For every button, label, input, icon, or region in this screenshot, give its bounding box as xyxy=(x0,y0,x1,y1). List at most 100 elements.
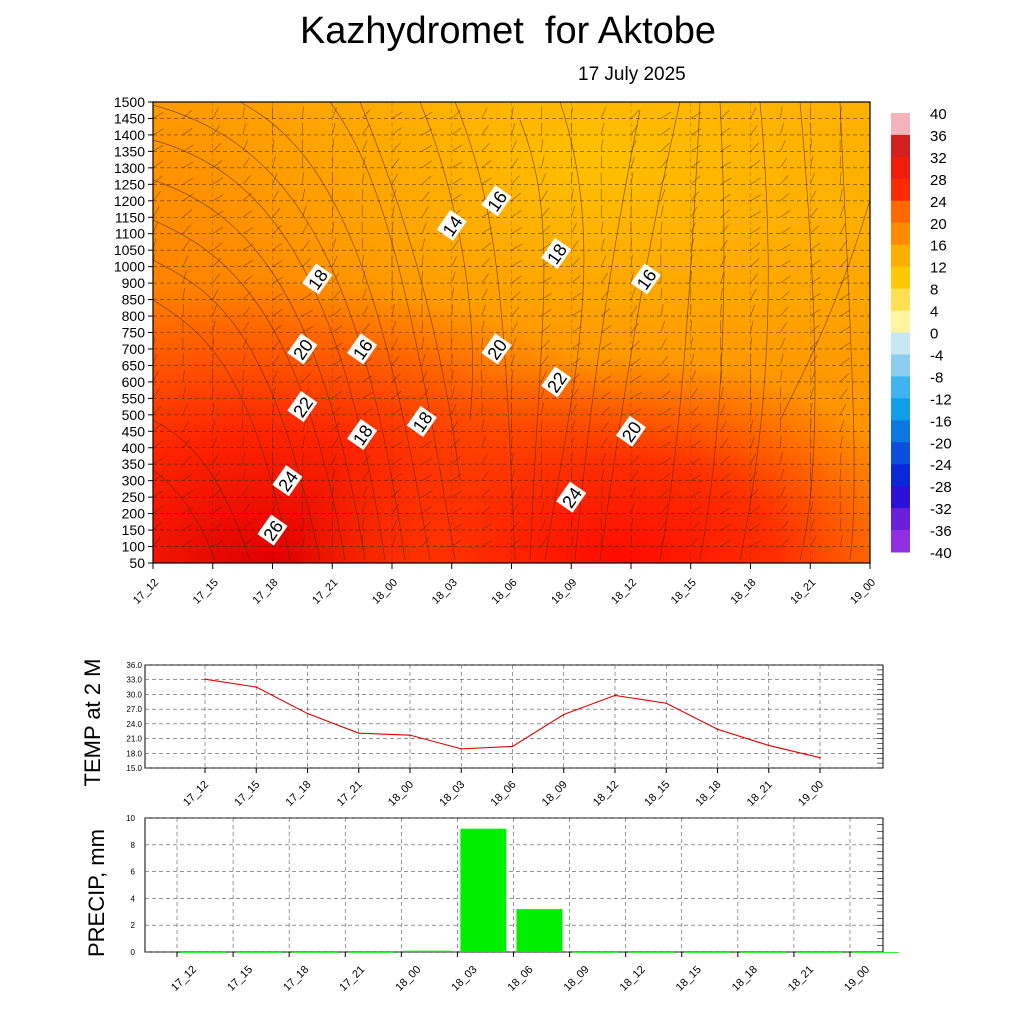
wind-barb xyxy=(750,107,757,119)
wind-barb xyxy=(421,320,423,333)
contour-line xyxy=(153,179,366,561)
wind-barb xyxy=(660,127,671,136)
contour-label-bg xyxy=(406,405,437,437)
wind-barb xyxy=(481,488,491,498)
colorbar-segment xyxy=(891,266,910,290)
wind-barb xyxy=(451,386,455,399)
wind-barb xyxy=(660,373,670,383)
wind-barb xyxy=(421,191,430,201)
wind-barb xyxy=(660,189,666,201)
wind-barb xyxy=(511,521,520,531)
wind-barb xyxy=(600,290,610,300)
wind-barb xyxy=(481,320,485,333)
wind-barb xyxy=(630,470,638,481)
y-tick-label: 450 xyxy=(122,423,146,439)
wind-barb xyxy=(839,326,851,333)
contour-line xyxy=(779,199,870,421)
wind-barb xyxy=(750,160,761,169)
wind-barb xyxy=(750,304,755,317)
wind-barb xyxy=(242,322,249,333)
wind-barb xyxy=(839,106,842,119)
colorbar-segment xyxy=(891,442,910,465)
wind-barb xyxy=(302,452,304,465)
wind-barb xyxy=(780,322,787,333)
wind-barb xyxy=(600,359,612,366)
x-tick-label: 18_15 xyxy=(669,577,699,607)
wind-barb xyxy=(600,391,612,399)
wind-barb xyxy=(541,190,548,201)
wind-barb xyxy=(809,139,812,152)
wind-barb xyxy=(361,124,370,136)
colorbar-label: -20 xyxy=(930,435,952,452)
x-tick-label-group: 18_18 xyxy=(729,577,759,607)
wind-barb xyxy=(242,192,252,202)
wind-barb xyxy=(600,485,603,498)
wind-barb xyxy=(690,353,695,366)
wind-barb xyxy=(242,306,251,317)
colorbar-label: 4 xyxy=(930,304,938,321)
temp-x-tick-label: 18_18 xyxy=(694,779,724,809)
wind-barb xyxy=(451,438,460,448)
wind-barb xyxy=(660,142,670,152)
wind-barb xyxy=(481,273,490,284)
wind-barb xyxy=(331,123,336,136)
wind-barb xyxy=(541,324,551,333)
wind-barb xyxy=(511,538,521,547)
colorbar-segment xyxy=(891,178,910,202)
temp-point xyxy=(716,728,719,731)
precip-x-label-group: 18_18 xyxy=(730,964,760,994)
wind-barb xyxy=(481,107,488,119)
wind-barb xyxy=(451,507,463,514)
wind-barb xyxy=(451,304,453,317)
wind-barb xyxy=(720,177,732,185)
page-title: Kazhydromet for Aktobe xyxy=(299,10,717,52)
temp-point xyxy=(614,694,616,697)
wind-barb xyxy=(720,438,729,448)
wind-barb xyxy=(481,436,486,448)
wind-barb xyxy=(809,485,812,498)
wind-barb xyxy=(182,240,190,251)
y-tick-label: 1300 xyxy=(114,160,145,176)
wind-barb xyxy=(451,193,462,202)
wind-barb xyxy=(182,144,194,152)
wind-barb xyxy=(780,260,791,267)
wind-barb xyxy=(481,523,492,531)
contour-line xyxy=(153,419,251,561)
temp-point xyxy=(819,756,821,759)
wind-barb xyxy=(720,403,726,415)
temp-x-label-group: 17_15 xyxy=(232,779,262,809)
y-tick-label: 150 xyxy=(122,522,146,538)
precip-bar xyxy=(404,950,451,952)
wind-barb xyxy=(421,521,431,531)
wind-barb xyxy=(660,221,663,234)
wind-barb xyxy=(421,537,430,547)
x-tick-label-group: 19_00 xyxy=(848,577,878,607)
wind-barb xyxy=(630,109,640,119)
contour-line xyxy=(839,102,855,561)
contour-label-bg xyxy=(347,333,378,365)
wind-barb xyxy=(511,123,516,136)
wind-barb xyxy=(869,332,870,333)
precip-x-tick-label: 18_12 xyxy=(618,964,648,994)
contour-label-bg xyxy=(481,185,512,217)
colorbar-segment xyxy=(891,310,910,333)
wind-barb xyxy=(780,275,791,284)
temp-ylabel-group: TEMP at 2 M xyxy=(80,659,105,787)
wind-barb xyxy=(212,257,222,267)
wind-barb xyxy=(153,222,158,234)
wind-barb xyxy=(750,436,755,448)
wind-barb xyxy=(242,486,249,498)
precip-bar xyxy=(853,952,899,953)
wind-barb xyxy=(720,161,732,169)
temp-ylabel: TEMP at 2 M xyxy=(80,659,105,787)
precip-bar xyxy=(740,952,787,953)
precip-y-tick-label: 4 xyxy=(131,894,136,903)
wind-barb xyxy=(451,161,463,169)
temp-x-tick-label: 18_06 xyxy=(489,779,519,809)
wind-barb xyxy=(570,419,576,432)
colorbar-label: 24 xyxy=(930,194,947,211)
wind-barb xyxy=(511,192,521,202)
precip-y-tick-label: 2 xyxy=(131,921,136,930)
wind-barb xyxy=(153,128,164,136)
y-tick-label: 1500 xyxy=(114,94,145,110)
